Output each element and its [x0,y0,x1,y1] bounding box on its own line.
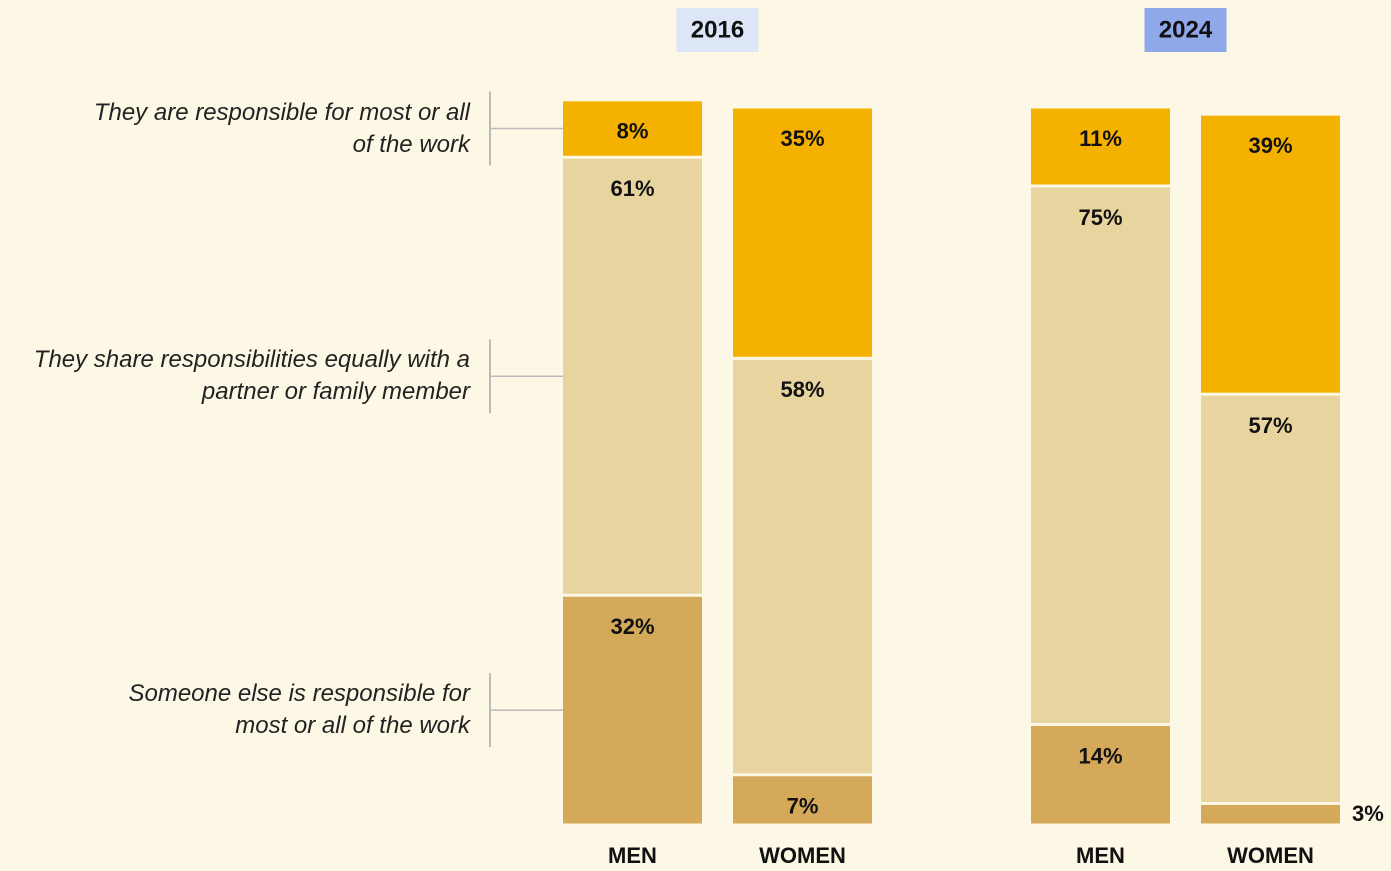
data-label: 8% [617,119,649,144]
legend-label: Someone else is responsible for most or … [128,680,470,740]
bar-segment [1201,395,1340,802]
bar-segment [1031,725,1170,824]
data-label: 57% [1248,413,1292,438]
bar-segment [1201,804,1340,824]
bar-segment [563,158,702,594]
x-tick-label: WOMEN [759,843,846,868]
x-tick-label: WOMEN [1227,843,1314,868]
data-label: 39% [1248,133,1292,158]
year-box [676,8,759,52]
data-label: 14% [1078,743,1122,768]
group-label: 2016 [691,16,744,43]
data-label: 75% [1078,205,1122,230]
data-label: 3% [1352,801,1384,826]
x-tick-label: MEN [1076,843,1125,868]
bar-segment [733,359,872,774]
data-label: 58% [780,377,824,402]
year-box [1144,8,1227,52]
data-label: 11% [1079,126,1122,151]
data-label: 32% [610,614,654,639]
bar-segment [563,101,702,156]
bar-segment [1201,115,1340,393]
x-tick-label: MEN [608,843,657,868]
bar-segment [563,596,702,824]
data-label: 61% [610,176,654,201]
legend-label: They share responsibilities equally with… [33,346,470,406]
data-label: 7% [787,794,819,819]
bar-segment [1031,187,1170,723]
legend-label: They are responsible for most or all of … [93,98,470,158]
data-label: 35% [780,126,824,151]
bar-segment [1031,108,1170,185]
bar-segment [733,776,872,824]
bar-segment [733,108,872,357]
group-label: 2024 [1159,16,1213,43]
